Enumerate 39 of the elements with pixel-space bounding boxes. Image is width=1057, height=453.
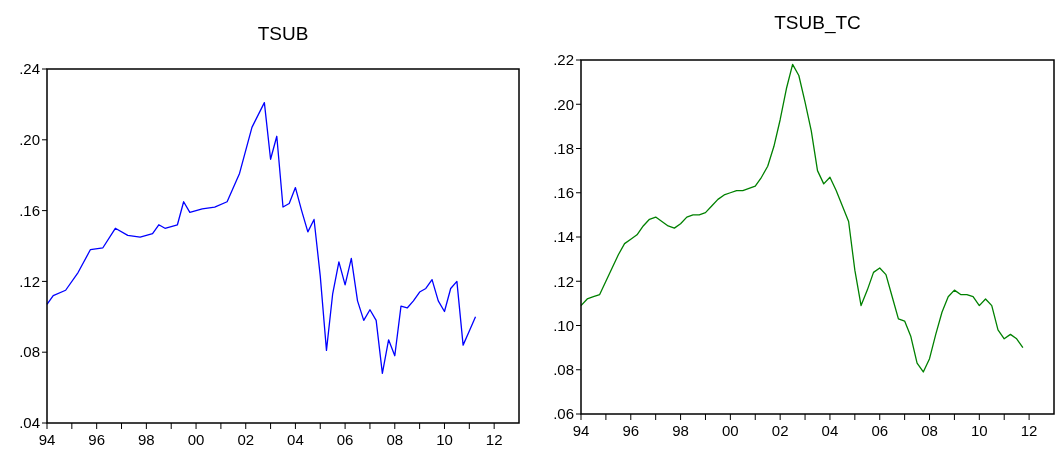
x-tick-label: 06 — [871, 422, 889, 439]
y-tick-label: .24 — [19, 60, 40, 78]
y-tick-label: .20 — [553, 95, 574, 113]
y-tick-label: .18 — [553, 139, 574, 157]
chart-title: TSUB_TC — [774, 12, 861, 34]
chart-title: TSUB — [257, 23, 309, 44]
x-tick-label: 94 — [572, 422, 590, 439]
y-tick-label: .08 — [19, 343, 40, 361]
x-tick-label: 02 — [237, 431, 255, 448]
y-tick-label: .06 — [553, 405, 574, 423]
x-tick-label: 98 — [138, 431, 155, 448]
y-tick-label: .22 — [553, 51, 574, 69]
y-tick-label: .16 — [553, 184, 574, 201]
x-tick-label: 96 — [622, 422, 640, 439]
x-tick-label: 08 — [921, 422, 938, 439]
y-tick-label: .14 — [553, 228, 574, 246]
x-tick-label: 04 — [287, 431, 304, 448]
y-tick-label: .12 — [553, 272, 574, 290]
x-tick-label: 10 — [970, 422, 988, 439]
y-tick-label: .08 — [553, 361, 574, 378]
y-tick-label: .20 — [19, 131, 40, 149]
x-tick-label: 08 — [386, 431, 404, 448]
x-tick-label: 02 — [771, 422, 789, 439]
x-tick-label: 94 — [38, 431, 56, 448]
x-tick-label: 96 — [88, 431, 106, 448]
x-tick-label: 10 — [436, 431, 453, 448]
y-tick-label: .10 — [553, 316, 574, 334]
line-series — [46, 101, 477, 375]
x-tick-label: 12 — [485, 431, 503, 448]
x-tick-label: 00 — [187, 431, 205, 448]
x-tick-label: 04 — [821, 422, 839, 439]
y-tick-label: .16 — [19, 201, 40, 219]
x-tick-label: 00 — [722, 422, 739, 439]
x-tick-label: 06 — [336, 431, 354, 448]
y-tick-label: .12 — [19, 272, 40, 290]
y-tick-label: .04 — [19, 414, 40, 432]
x-tick-label: 98 — [672, 422, 689, 439]
line-series — [580, 63, 1024, 373]
x-tick-label: 12 — [1020, 422, 1038, 439]
